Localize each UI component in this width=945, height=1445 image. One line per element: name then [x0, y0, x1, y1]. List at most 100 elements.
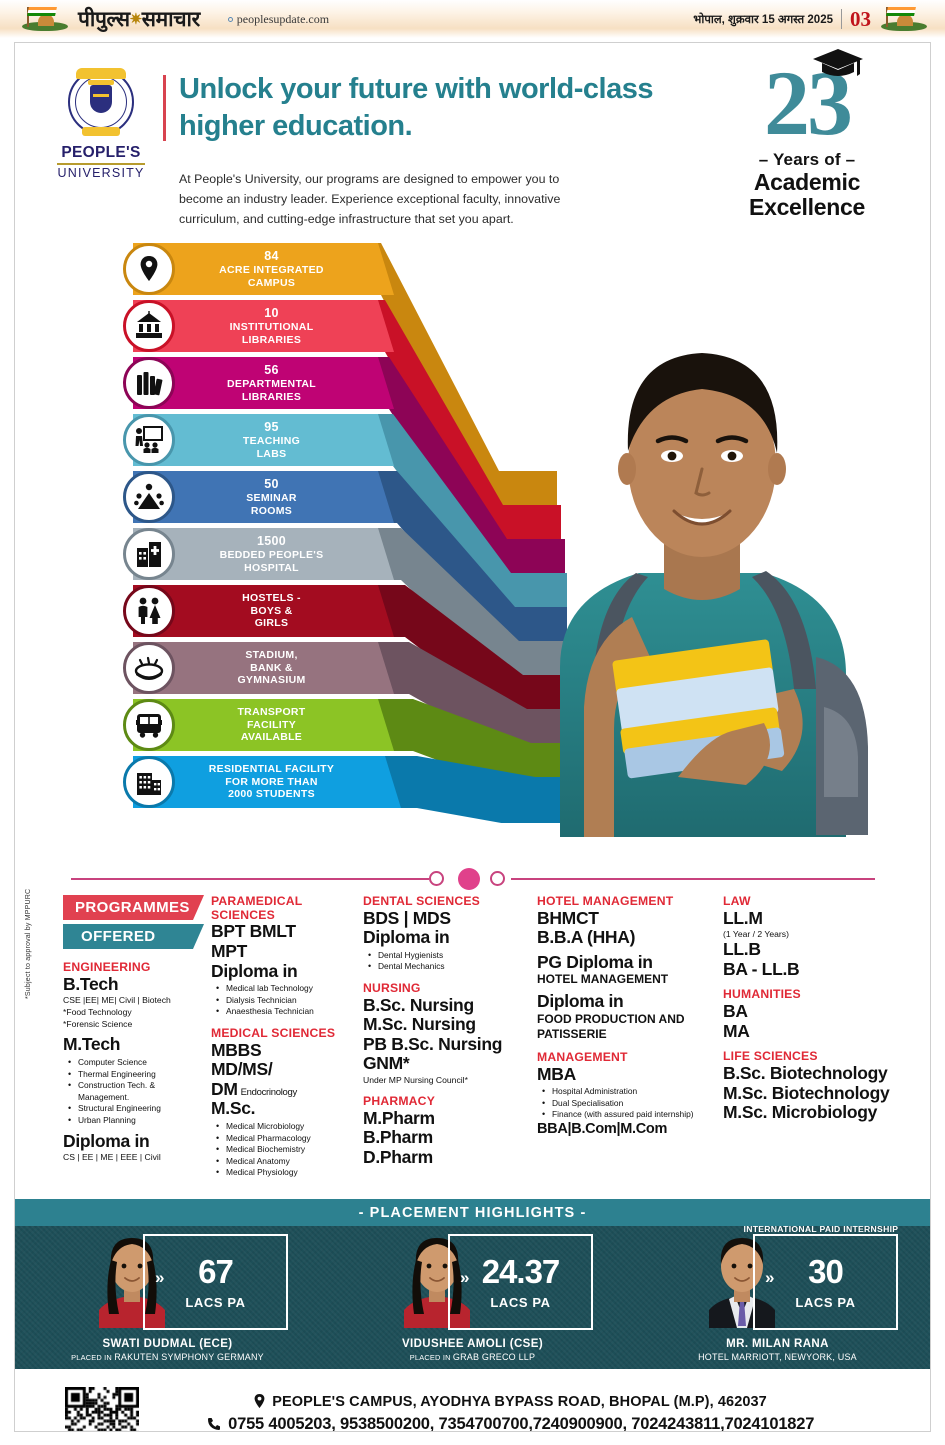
programme-bullet: Computer Science: [65, 1056, 203, 1069]
facility-label: 84 ACRE INTEGRATED CAMPUS: [189, 249, 354, 289]
qr-code-icon[interactable]: [63, 1385, 141, 1431]
placement-unit: LACS PA: [490, 1294, 551, 1310]
placement-value: 67: [198, 1252, 234, 1290]
programme-group-heading: NURSING: [363, 981, 421, 996]
placements-title: - PLACEMENT HIGHLIGHTS -: [358, 1204, 587, 1221]
programmes-banner-line2: OFFERED: [63, 924, 211, 949]
books-icon: [123, 357, 175, 409]
programme-detail: *Food Technology: [63, 1007, 132, 1018]
programme-group-heading: MEDICAL SCIENCES: [211, 1025, 336, 1040]
graduation-cap-icon: [813, 49, 863, 76]
programme-column: HOTEL MANAGEMENT BHMCT B.B.A (HHA) PG Diplo…: [537, 894, 715, 1137]
student-photo: [560, 353, 868, 837]
programme-name: Diploma in: [63, 1130, 150, 1151]
programme-name: BDS | MDS: [363, 907, 451, 928]
facility-bar-fold: [378, 528, 394, 580]
logo-rule: [57, 163, 145, 165]
facility-bar-fold: [378, 243, 394, 295]
programme-bullet: Structural Engineering: [65, 1102, 203, 1115]
programme-bullet: Medical Microbiology: [213, 1120, 357, 1133]
facility-label: 1500 BEDDED PEOPLE'S HOSPITAL: [189, 534, 354, 574]
programme-detail: (1 Year / 2 Years): [723, 929, 789, 940]
programme-name: B.B.A (HHA): [537, 927, 636, 948]
placement-card-top: » 24.37 LACS PA: [320, 1226, 625, 1338]
bullet-icon: [227, 16, 233, 22]
masthead-emblem-left-icon: [22, 6, 68, 32]
facility-bar-fold: [378, 357, 394, 409]
anniversary-years-label: – Years of –: [758, 149, 856, 169]
facility-item: STADIUM, BANK & GYMNASIUM: [15, 642, 485, 694]
university-crest-icon: [64, 65, 138, 139]
facility-count: 56: [264, 362, 279, 377]
placement-card: » 24.37 LACS PA VIDUSHEE AMOLI (CSE) PLACED …: [320, 1226, 625, 1369]
placement-card-top: INTERNATIONAL PAID INTERNSHIP » 30 LACS PA: [625, 1224, 930, 1338]
programme-bullet: Medical Biochemistry: [213, 1143, 357, 1156]
chevron-right-icon: »: [155, 1268, 165, 1287]
facility-bar-fold: [378, 699, 394, 751]
programme-name: LL.B: [723, 939, 761, 960]
programme-name: MBBS: [211, 1039, 262, 1060]
placement-company: HOTEL MARRIOTT, NEWYORK, USA: [698, 1352, 857, 1362]
facility-bar-fold: [378, 300, 394, 352]
programme-detail: *Forensic Science: [63, 1019, 133, 1030]
programme-bullet: Anaesthesia Technician: [213, 1005, 357, 1018]
hero-section: PEOPLE'S UNIVERSITY Unlock your future w…: [15, 43, 930, 243]
programme-group-heading: PARAMEDICAL SCIENCES: [211, 894, 303, 922]
programme-bullet: Medical lab Technology: [213, 982, 357, 995]
programme-name: M.Sc. Nursing: [363, 1014, 476, 1035]
masthead-website[interactable]: peoplesupdate.com: [227, 12, 329, 27]
masthead-star-icon: ✷: [129, 11, 143, 28]
stadium-icon: [123, 642, 175, 694]
newspaper-name-part2: समाचार: [141, 8, 200, 31]
programme-group-heading: DENTAL SCIENCES: [363, 894, 480, 908]
placement-card: » 67 LACS PA SWATI DUDMAL (ECE) PLACED IN RA…: [15, 1226, 320, 1369]
location-pin-icon: [123, 243, 175, 295]
footer-phones: 0755 4005203, 9538500200, 7354700700,724…: [141, 1415, 880, 1432]
footer-phones-text: 0755 4005203, 9538500200, 7354700700,724…: [228, 1415, 815, 1432]
programme-name: B.Pharm: [363, 1127, 433, 1148]
programme-name: BA: [723, 1001, 748, 1022]
programme-group-heading: HUMANITIES: [723, 987, 801, 1002]
programme-name: Diploma in: [211, 960, 298, 981]
chevron-right-icon: »: [460, 1268, 470, 1287]
facility-label: STADIUM, BANK & GYMNASIUM: [237, 649, 306, 687]
programme-name: BA - LL.B: [723, 958, 800, 979]
seminar-room-icon: [123, 471, 175, 523]
programme-bullet-list: Dental HygienistsDental Mechanics: [365, 949, 531, 973]
programme-name: M.Pharm: [363, 1107, 435, 1128]
programme-column: LAW LL.M (1 Year / 2 Years) LL.B BA - LL.B HU…: [723, 894, 913, 1123]
facility-bar: [133, 756, 385, 808]
programme-group-heading: LIFE SCIENCES: [723, 1049, 818, 1064]
placement-student-name: VIDUSHEE AMOLI (CSE): [401, 1338, 544, 1350]
facility-item: 1500 BEDDED PEOPLE'S HOSPITAL: [15, 528, 485, 580]
placement-unit: LACS PA: [185, 1294, 246, 1310]
facility-item: HOSTELS - BOYS & GIRLS: [15, 585, 485, 637]
facility-bar-fold: [378, 585, 394, 637]
facilities-section: 84 ACRE INTEGRATED CAMPUS 10 INSTITUTIONAL LI…: [15, 243, 930, 863]
hostel-people-icon: [123, 585, 175, 637]
facility-label: 10 INSTITUTIONAL LIBRARIES: [189, 306, 354, 346]
programme-name: B.Sc. Nursing: [363, 994, 474, 1015]
newspaper-name-part1: पीपुल्स: [78, 8, 130, 31]
university-logo: PEOPLE'S UNIVERSITY: [53, 65, 149, 180]
programme-bullet: Medical Pharmacology: [213, 1132, 357, 1145]
footer-section: PEOPLE'S CAMPUS, AYODHYA BYPASS ROAD, BH…: [15, 1369, 930, 1432]
placements-header: - PLACEMENT HIGHLIGHTS -: [15, 1199, 930, 1226]
masthead-divider: [841, 9, 842, 29]
programme-bullet-list: Medical lab TechnologyDialysis Technicia…: [213, 982, 357, 1018]
hospital-icon: [123, 528, 175, 580]
hero-description: At People's University, our programs are…: [179, 172, 561, 227]
female-student-avatar: [99, 1238, 165, 1328]
programme-name: MPT: [211, 940, 248, 961]
advertisement-panel: PEOPLE'S UNIVERSITY Unlock your future w…: [14, 42, 931, 1432]
placement-company: PLACED IN GRAB GRECO LLP: [409, 1352, 536, 1362]
programme-bullet: Dual Specialisation: [539, 1097, 715, 1110]
phone-icon: [207, 1418, 220, 1430]
bus-icon: [123, 699, 175, 751]
programme-bullet: Medical Physiology: [213, 1166, 357, 1179]
programme-name: M.Sc. Biotechnology: [723, 1082, 890, 1103]
facility-count: 10: [264, 305, 279, 320]
programme-specialisation: Endocrinology: [240, 1086, 298, 1098]
library-building-icon: [123, 300, 175, 352]
footer-address-text: PEOPLE'S CAMPUS, AYODHYA BYPASS ROAD, BH…: [272, 1394, 767, 1410]
